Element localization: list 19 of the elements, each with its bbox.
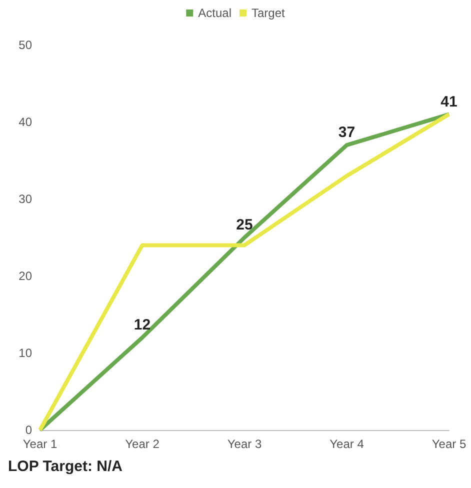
x-tick-label: Year 4 bbox=[330, 437, 364, 451]
y-tick-label: 0 bbox=[25, 423, 32, 437]
y-tick-label: 50 bbox=[18, 38, 32, 52]
text: LOP Target: N/A bbox=[8, 458, 122, 475]
data-label: 25 bbox=[236, 216, 253, 234]
x-tick-label: Year 1 bbox=[22, 437, 58, 451]
y-tick-label: 40 bbox=[18, 115, 32, 129]
x-tick-label: Year 3 bbox=[227, 437, 262, 451]
y-tick-label: 30 bbox=[18, 192, 32, 206]
data-label: 37 bbox=[338, 124, 356, 142]
x-tick-label: Year 2 bbox=[125, 437, 160, 451]
line-series bbox=[38, 112, 451, 432]
x-tick-label: Year 5 bbox=[432, 437, 466, 451]
y-tick-label: 10 bbox=[18, 346, 32, 360]
data-label: 12 bbox=[134, 316, 151, 334]
legend-label: Target bbox=[252, 6, 286, 20]
y-tick-label: 20 bbox=[18, 269, 32, 283]
legend-label: Actual bbox=[198, 6, 232, 20]
data-label: 41 bbox=[440, 93, 458, 110]
